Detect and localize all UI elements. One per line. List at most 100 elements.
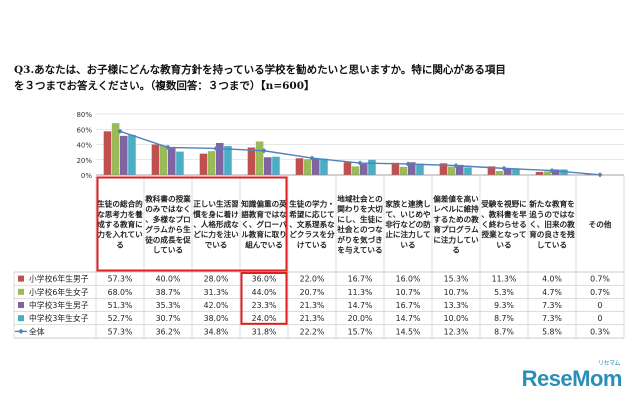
data-label: 28.0% xyxy=(204,275,229,284)
category-label: 組んでいる xyxy=(245,239,283,249)
data-label: 0.7% xyxy=(590,288,610,297)
data-label: 40.0% xyxy=(156,275,181,284)
data-label: 8.7% xyxy=(494,314,514,323)
bar xyxy=(504,167,512,175)
category-label: 追うのではな xyxy=(529,209,575,219)
data-label: 22.2% xyxy=(300,327,325,336)
bar xyxy=(128,134,136,175)
category-label: いる xyxy=(496,240,511,249)
bar xyxy=(439,163,448,175)
data-label: 9.3% xyxy=(494,301,514,310)
bar xyxy=(303,159,312,175)
data-label: 36.0% xyxy=(252,275,277,284)
category-label: 知識偏重の英 xyxy=(241,199,287,209)
y-tick-label: 20% xyxy=(76,157,92,165)
bar xyxy=(312,158,320,175)
data-label: 68.0% xyxy=(108,288,133,297)
data-label: 57.3% xyxy=(108,327,133,336)
category-label: く、旧来の教 xyxy=(529,219,575,229)
category-label: けている xyxy=(297,240,327,249)
data-label: 16.7% xyxy=(396,301,421,310)
bar xyxy=(391,162,400,175)
data-label: 35.3% xyxy=(156,301,181,310)
category-label: て、いじめや xyxy=(385,209,431,219)
data-label: 31.3% xyxy=(204,288,229,297)
legend-marker xyxy=(18,328,24,334)
category-label: 関わりを大切 xyxy=(337,204,383,214)
bar xyxy=(264,157,272,175)
data-label: 4.7% xyxy=(542,288,562,297)
data-label: 36.2% xyxy=(156,327,181,336)
category-label: く、グローバ xyxy=(241,219,287,229)
data-label: 38.7% xyxy=(156,288,181,297)
data-label: 10.7% xyxy=(396,288,421,297)
category-label: のみではなく xyxy=(145,205,191,214)
data-label: 11.3% xyxy=(348,288,373,297)
data-label: 16.0% xyxy=(396,275,421,284)
data-label: 11.3% xyxy=(492,275,517,284)
category-label: 成する教育に xyxy=(97,219,143,229)
category-label: る xyxy=(116,240,124,249)
category-label: 偏差値を高い xyxy=(433,194,479,204)
category-label: にし、生徒に xyxy=(337,214,383,224)
data-label: 5.8% xyxy=(542,327,562,336)
bar xyxy=(320,158,328,175)
category-label: 家族と連携し xyxy=(385,199,431,209)
resemom-logo-text: ReseMom xyxy=(521,366,623,391)
category-label: 止に注力して xyxy=(385,229,430,239)
category-label: がりを気づき xyxy=(337,234,383,244)
bar xyxy=(207,151,216,175)
category-label: 授業となって xyxy=(482,229,527,239)
bar xyxy=(176,151,184,175)
data-label: 23.3% xyxy=(252,301,277,310)
bar xyxy=(360,163,368,175)
bar xyxy=(535,171,544,175)
category-label: 慣を身に着け xyxy=(192,209,239,219)
total-point xyxy=(309,155,315,161)
data-label: 0 xyxy=(598,301,603,310)
bar xyxy=(552,169,560,175)
data-label: 38.0% xyxy=(204,314,229,323)
category-label: 語教育ではな xyxy=(241,209,287,219)
category-label: グラムから生 xyxy=(145,224,191,234)
category-label: 、教科書を早 xyxy=(481,209,527,219)
bar xyxy=(111,123,120,175)
data-label: 7.3% xyxy=(542,314,562,323)
category-label: に注力してい xyxy=(433,234,479,244)
category-label: している xyxy=(153,246,183,255)
total-point xyxy=(549,167,555,174)
legend-swatch xyxy=(18,315,24,322)
category-label: 生徒の総合的 xyxy=(97,199,143,209)
category-label: している xyxy=(537,240,567,249)
data-label: 21.3% xyxy=(300,301,325,310)
data-label: 21.3% xyxy=(300,314,325,323)
category-label: る xyxy=(452,246,460,255)
data-label: 44.0% xyxy=(252,288,277,297)
bar xyxy=(159,145,168,175)
total-point xyxy=(261,148,267,154)
data-label: 22.0% xyxy=(300,275,325,284)
question-line-2: を３つまでお答えください。（複数回答：３つまで）【n=600】 xyxy=(14,80,315,92)
data-label: 4.0% xyxy=(542,275,562,284)
data-label: 12.3% xyxy=(444,327,469,336)
data-label: 31.8% xyxy=(252,327,277,336)
resemom-logo: リセマム ReseMom xyxy=(521,361,623,392)
legend-label: 小学校6年生男子 xyxy=(29,274,89,284)
category-label: でいる xyxy=(205,240,228,249)
category-label: いる xyxy=(400,240,415,249)
data-label: 16.7% xyxy=(348,275,373,284)
bar xyxy=(295,158,304,175)
data-label: 57.3% xyxy=(108,275,133,284)
bar xyxy=(343,162,352,175)
category-label: どに力を注い xyxy=(193,229,239,239)
data-label: 14.7% xyxy=(348,301,373,310)
category-label: 力を入れてい xyxy=(97,229,143,239)
bar xyxy=(151,144,160,175)
bar xyxy=(447,166,456,175)
data-label: 52.7% xyxy=(108,314,133,323)
total-point xyxy=(213,145,219,152)
total-point xyxy=(501,165,507,171)
category-label: ル教育に取り xyxy=(241,229,287,239)
bar xyxy=(543,171,552,175)
